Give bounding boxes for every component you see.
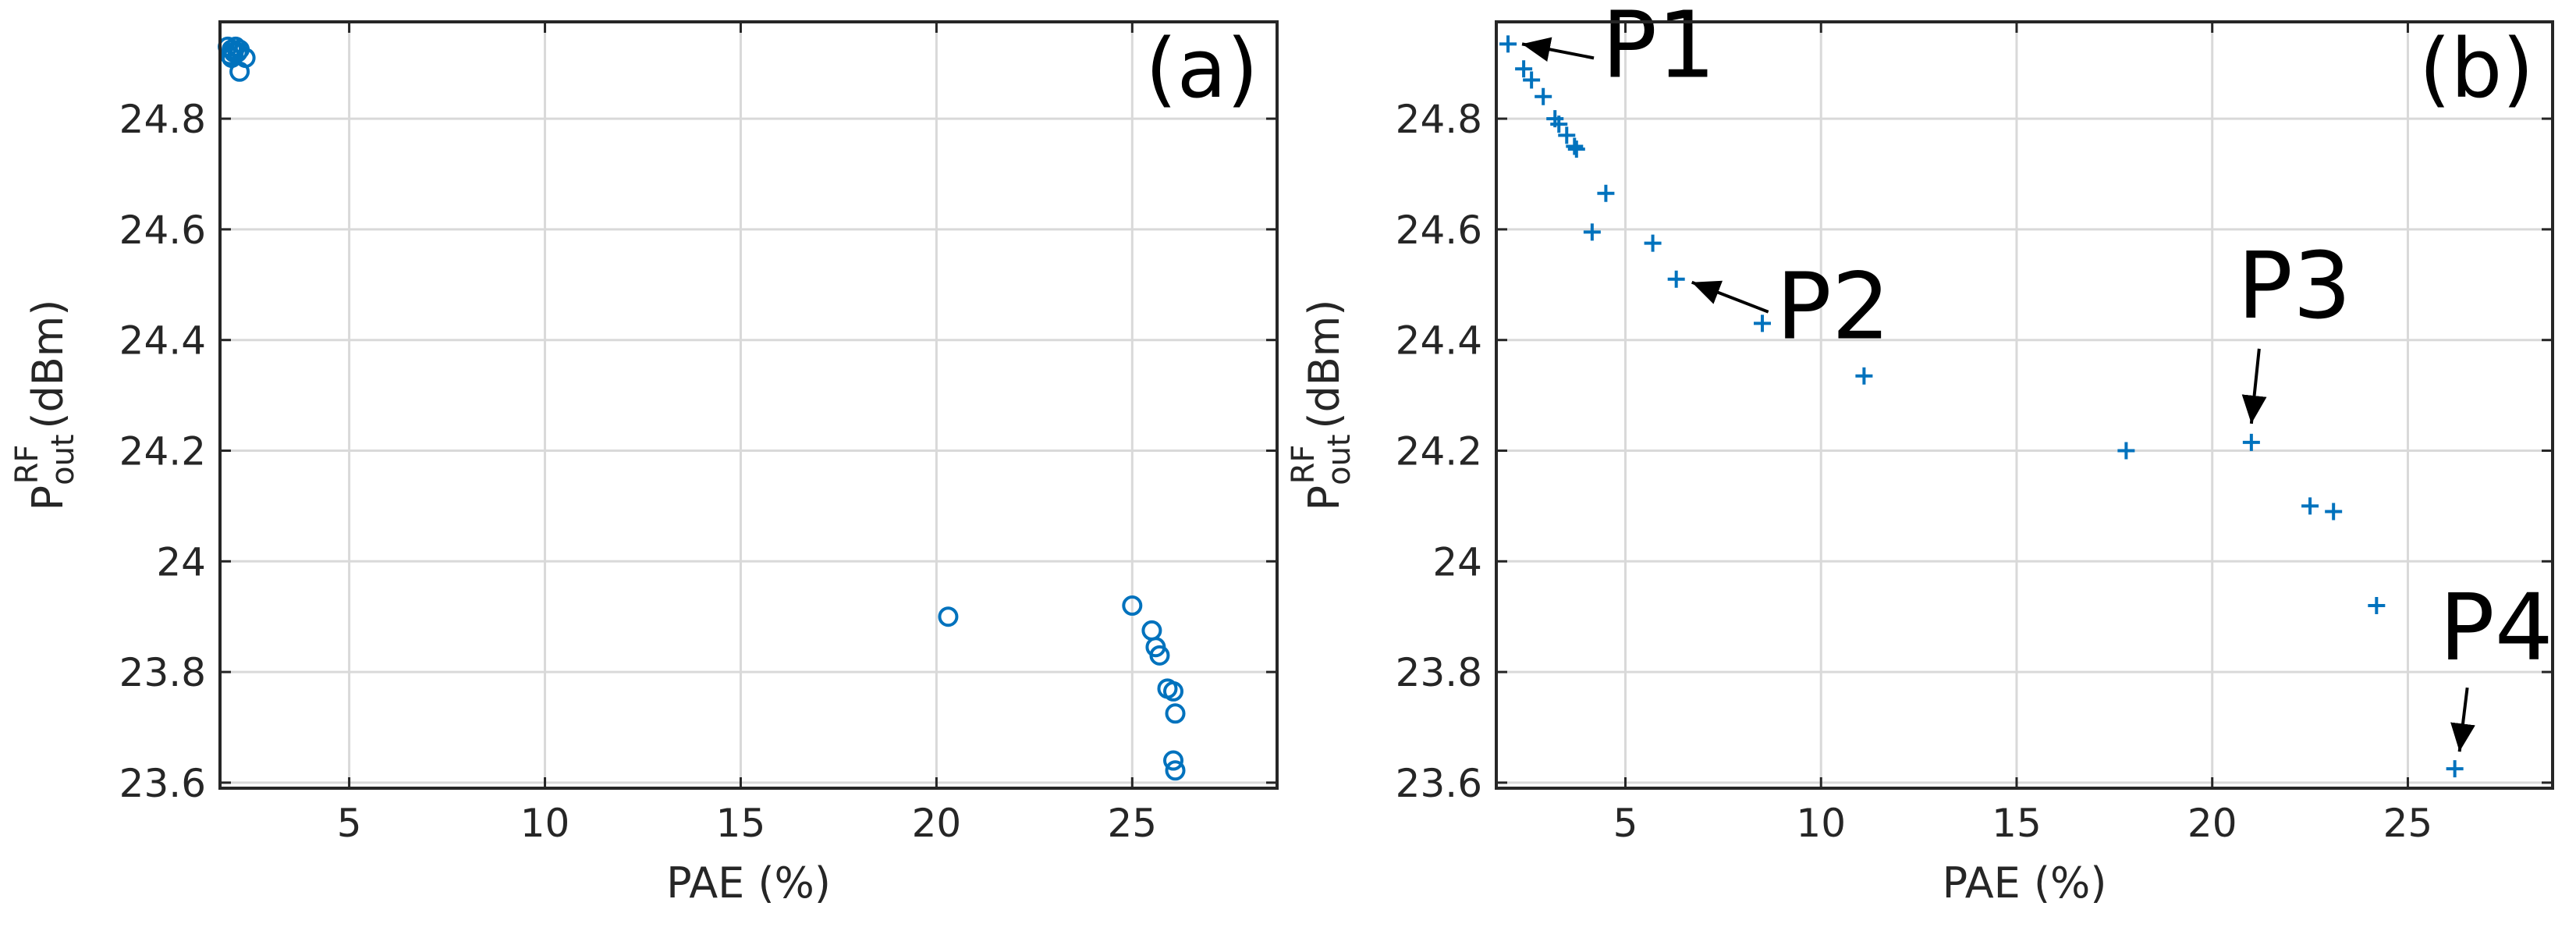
panel-a-ylabel: PoutRF (dBm)	[9, 300, 81, 511]
data-point	[1566, 137, 1584, 155]
data-point	[1558, 126, 1576, 144]
panel-b-grid	[1496, 22, 2553, 788]
panel-b-ylabel-unit: (dBm)	[1300, 300, 1349, 429]
y-tick-label: 24.2	[119, 428, 206, 474]
y-tick-label: 24.4	[1396, 318, 1482, 364]
panel-a-tag: (a)	[1145, 21, 1258, 116]
panel-b-tag: (b)	[2419, 21, 2534, 116]
data-point	[1754, 314, 1772, 332]
panel-b-ylabel-base: P	[1300, 485, 1349, 511]
x-tick-label: 20	[912, 801, 962, 846]
data-point	[1567, 140, 1585, 158]
x-tick-label: 15	[716, 801, 766, 846]
panel-b-markers	[1499, 35, 2464, 778]
data-point	[2117, 442, 2135, 460]
panel-a-ylabel-unit: (dBm)	[23, 300, 73, 429]
svg-text:PoutRF(dBm): PoutRF (dBm)	[1286, 300, 1357, 511]
x-tick-label: 10	[520, 801, 570, 846]
panel-b-ylabel-sup: RF	[1286, 445, 1322, 485]
annotation-label: P3	[2237, 232, 2351, 339]
data-point	[1855, 367, 1873, 385]
y-tick-label: 23.6	[1396, 761, 1482, 806]
panel-b-ylabel: PoutRF (dBm)	[1286, 300, 1357, 511]
x-tick-label: 20	[2187, 801, 2237, 846]
data-point	[2242, 433, 2260, 451]
annotation-arrow	[1521, 37, 1595, 62]
data-point	[1535, 87, 1552, 105]
annotation-label: P4	[2439, 574, 2553, 681]
panel-b-ticks: 5 10 15 20 25 23.6 23.8 24 24.2 24.4 24.6 24.8	[1396, 22, 2553, 846]
annotation-arrow	[2450, 687, 2475, 752]
y-tick-label: 24	[156, 539, 206, 585]
y-tick-label: 23.8	[119, 650, 206, 695]
panel-b-frame	[1495, 20, 2554, 790]
data-point	[1583, 223, 1601, 241]
panel-b: P1 P2 P3 P4 5 10 15 20 25 23.6 23.8 24 24.2 24.4 24.6…	[1286, 0, 2554, 908]
y-tick-label: 23.8	[1396, 650, 1482, 695]
data-point	[2368, 597, 2386, 615]
panel-a-xlabel: PAE (%)	[666, 858, 831, 908]
x-tick-label: 15	[1992, 801, 2042, 846]
panel-a-ylabel-sub: out	[45, 434, 81, 485]
panel-a-grid	[220, 22, 1277, 788]
y-tick-label: 24.6	[119, 208, 206, 253]
y-tick-label: 24.8	[119, 97, 206, 142]
data-point	[1163, 680, 1184, 702]
data-point	[2446, 760, 2464, 778]
data-point	[1499, 35, 1517, 53]
data-point	[1550, 115, 1568, 133]
data-point	[1165, 760, 1186, 781]
data-point	[1523, 71, 1541, 89]
annotation-arrow	[2241, 348, 2267, 425]
annotation-label: P1	[1602, 0, 1716, 98]
data-point	[1644, 234, 1662, 252]
data-point	[1141, 620, 1162, 641]
annotation-arrow	[1691, 280, 1769, 314]
x-tick-label: 25	[2383, 801, 2433, 846]
panel-a-frame	[218, 20, 1279, 790]
y-tick-label: 23.6	[119, 761, 206, 806]
y-tick-label: 24	[1432, 539, 1482, 585]
y-tick-label: 24.2	[1396, 428, 1482, 474]
data-point	[2301, 497, 2319, 515]
x-tick-label: 25	[1108, 801, 1158, 846]
data-point	[1149, 645, 1170, 666]
x-tick-label: 10	[1796, 801, 1846, 846]
svg-text:PoutRF(dBm): PoutRF (dBm)	[9, 300, 81, 511]
panel-a-ticks: 5 10 15 20 25 23.6 23.8 24 24.2 24.4 24.6 24.8	[119, 22, 1277, 846]
panel-a-markers	[218, 36, 1186, 781]
panel-b-annotations: P1 P2 P3 P4	[1521, 0, 2553, 752]
data-point	[1515, 60, 1533, 78]
data-point	[1667, 270, 1685, 288]
y-tick-label: 24.6	[1396, 208, 1482, 253]
data-point	[938, 606, 959, 627]
annotation-label: P2	[1776, 253, 1890, 361]
data-point	[1122, 595, 1143, 617]
data-point	[1163, 750, 1184, 771]
data-point	[2325, 503, 2343, 521]
y-tick-label: 24.8	[1396, 97, 1482, 142]
panel-a-ylabel-sup: RF	[9, 445, 45, 485]
data-point	[229, 61, 250, 82]
y-tick-label: 24.4	[119, 318, 206, 364]
panel-b-ylabel-sub: out	[1322, 434, 1357, 485]
panel-b-xlabel: PAE (%)	[1943, 858, 2107, 908]
panel-a-ylabel-base: P	[23, 485, 73, 511]
data-point	[1597, 184, 1615, 202]
x-tick-label: 5	[337, 801, 362, 846]
x-tick-label: 5	[1613, 801, 1638, 846]
data-point	[1165, 703, 1186, 724]
